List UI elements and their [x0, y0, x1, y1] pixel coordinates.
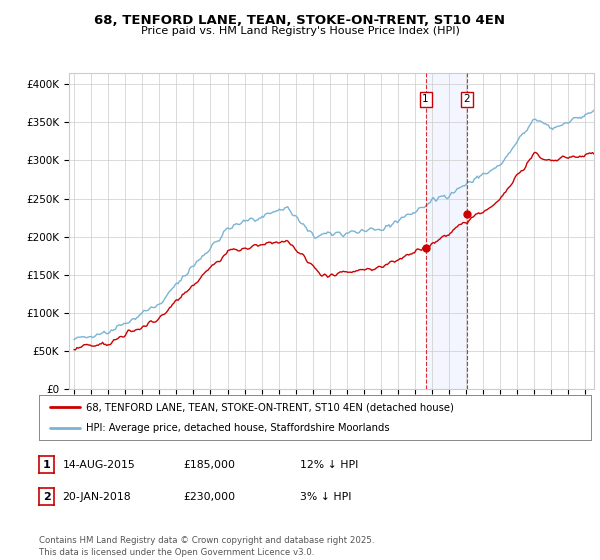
Text: 3% ↓ HPI: 3% ↓ HPI	[300, 492, 352, 502]
Text: 12% ↓ HPI: 12% ↓ HPI	[300, 460, 358, 470]
Text: 2: 2	[464, 95, 470, 105]
Text: £185,000: £185,000	[183, 460, 235, 470]
Text: 68, TENFORD LANE, TEAN, STOKE-ON-TRENT, ST10 4EN (detached house): 68, TENFORD LANE, TEAN, STOKE-ON-TRENT, …	[86, 402, 454, 412]
Text: Contains HM Land Registry data © Crown copyright and database right 2025.
This d: Contains HM Land Registry data © Crown c…	[39, 536, 374, 557]
Text: 68, TENFORD LANE, TEAN, STOKE-ON-TRENT, ST10 4EN: 68, TENFORD LANE, TEAN, STOKE-ON-TRENT, …	[95, 14, 505, 27]
Text: 1: 1	[422, 95, 429, 105]
Text: 20-JAN-2018: 20-JAN-2018	[62, 492, 131, 502]
Text: HPI: Average price, detached house, Staffordshire Moorlands: HPI: Average price, detached house, Staf…	[86, 423, 389, 433]
Text: Price paid vs. HM Land Registry's House Price Index (HPI): Price paid vs. HM Land Registry's House …	[140, 26, 460, 36]
Bar	[425, 73, 467, 389]
Text: £230,000: £230,000	[183, 492, 235, 502]
Text: 14-AUG-2015: 14-AUG-2015	[62, 460, 135, 470]
Text: 2: 2	[43, 492, 50, 502]
Text: 1: 1	[43, 460, 50, 470]
